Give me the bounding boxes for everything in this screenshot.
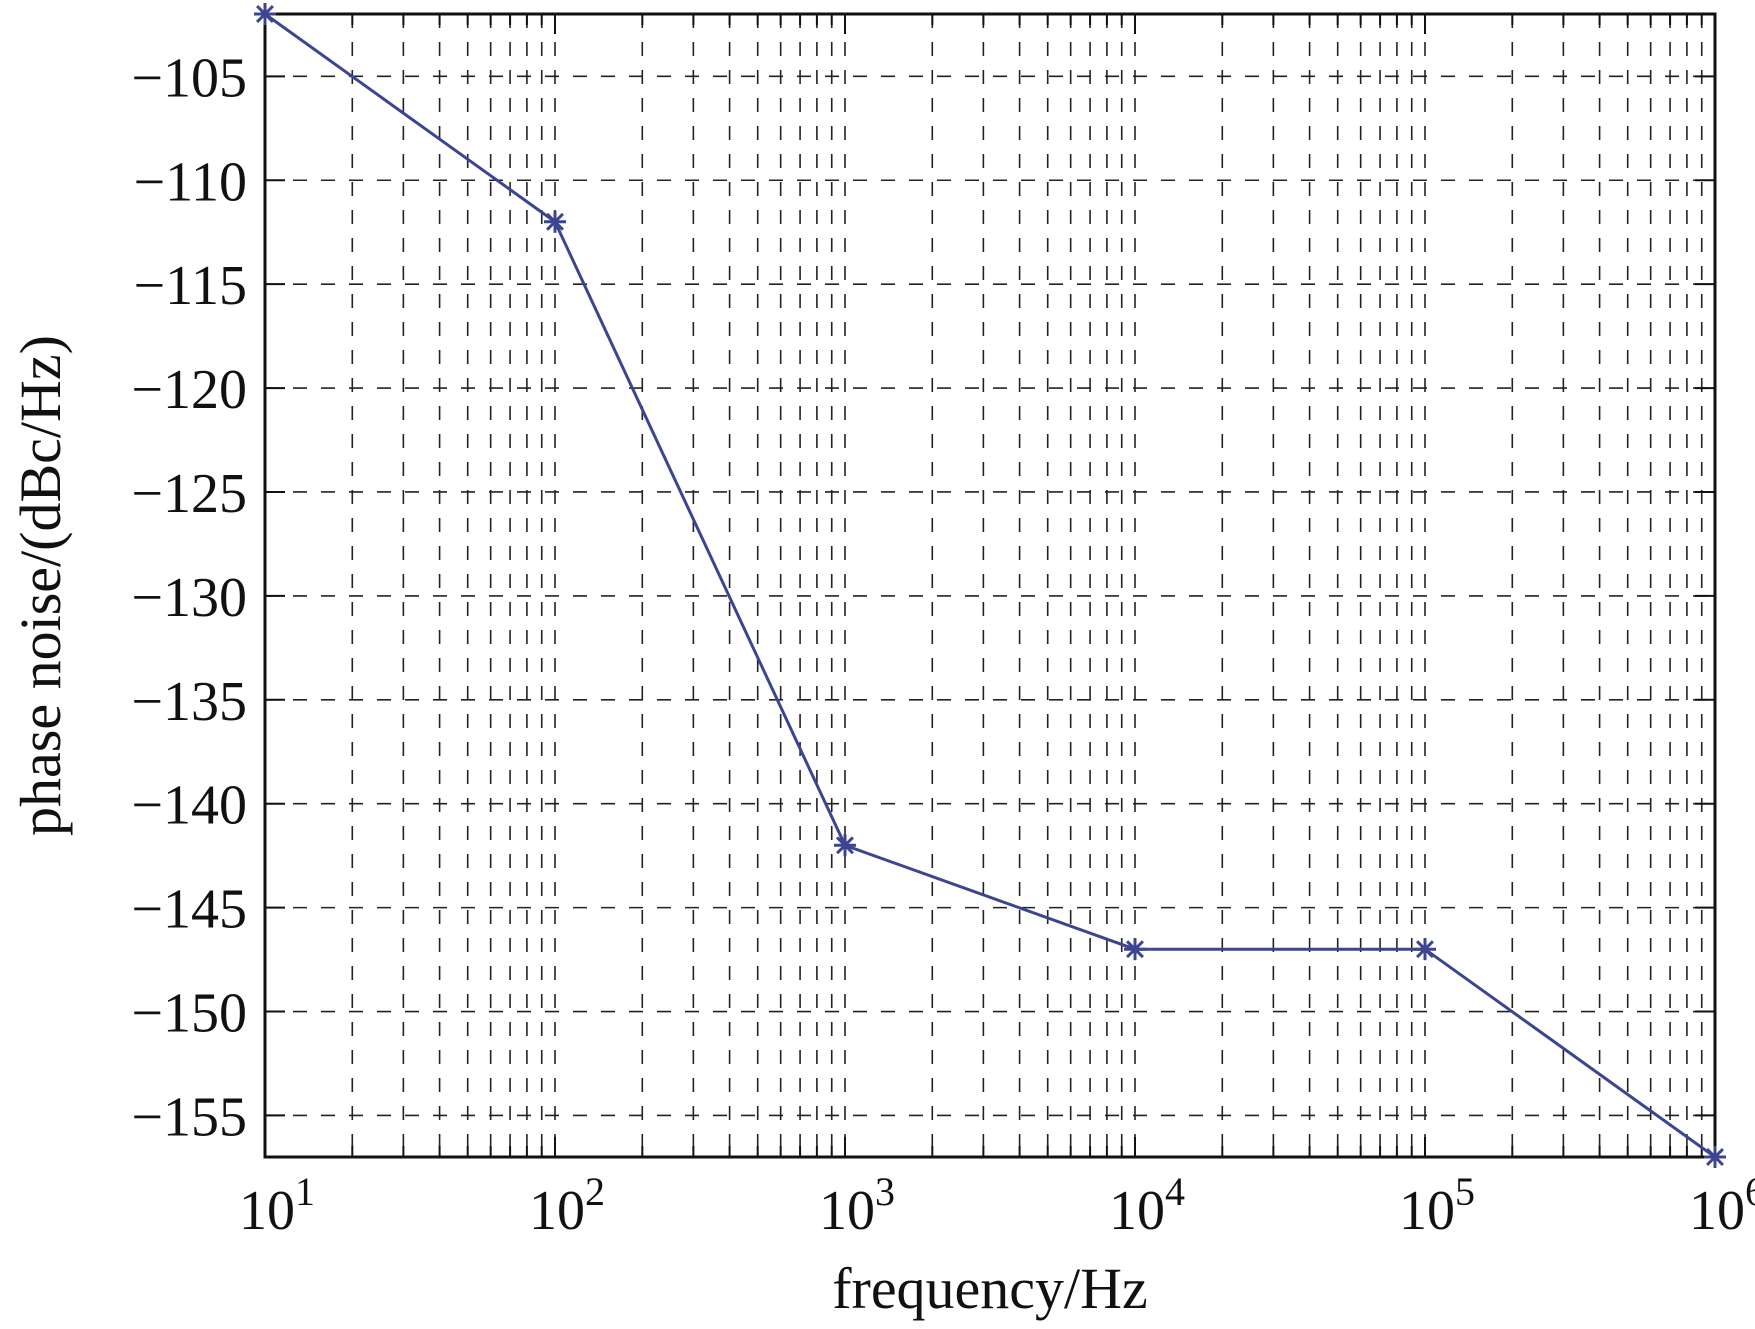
y-tick-label: −135 [131, 671, 247, 733]
y-tick-labels: −105 −110 −115 −120 −125 −130 −135 −140 −145 −150… [131, 47, 247, 1148]
marker-stroke [1706, 1148, 1724, 1166]
data-point-marker [834, 834, 856, 857]
marker-stroke [836, 836, 854, 855]
y-tick-label: −155 [131, 1086, 247, 1148]
data-point-marker [544, 210, 566, 233]
series-line [264, 12, 1716, 1159]
data-point-marker [1414, 938, 1436, 961]
plot-frame [263, 12, 1717, 1159]
y-axis-label: phase noise/(dBc/Hz) [8, 335, 73, 836]
tick-layer [265, 14, 1715, 1157]
y-tick-label: −130 [131, 567, 247, 629]
y-tick-label: −115 [133, 255, 247, 317]
y-tick-label: −120 [131, 359, 247, 421]
y-tick-label: −140 [131, 775, 247, 837]
x-tick-label: 104 [1109, 1169, 1185, 1242]
x-tick-label: 106 [1689, 1169, 1755, 1242]
data-point-marker [254, 3, 276, 25]
y-tick-label: −145 [131, 879, 247, 941]
y-tick-label: −105 [131, 47, 247, 109]
x-axis-label: frequency/Hz [832, 1256, 1148, 1321]
data-point-marker [1704, 1146, 1726, 1168]
series-layer [254, 3, 1726, 1168]
grid-layer [265, 14, 1715, 1157]
marker-stroke [256, 5, 274, 23]
y-tick-label: −125 [131, 463, 247, 525]
y-tick-label: −110 [133, 151, 247, 213]
marker-stroke [1126, 940, 1144, 959]
x-tick-label: 102 [529, 1169, 605, 1242]
x-tick-labels: 101 102 103 104 105 106 [239, 1169, 1755, 1242]
marker-stroke [1416, 940, 1434, 959]
y-tick-label: −150 [131, 983, 247, 1045]
marker-stroke [546, 212, 564, 231]
x-tick-label: 101 [239, 1169, 315, 1242]
x-tick-label: 103 [819, 1169, 895, 1242]
data-point-marker [1124, 938, 1146, 961]
x-tick-label: 105 [1399, 1169, 1475, 1242]
